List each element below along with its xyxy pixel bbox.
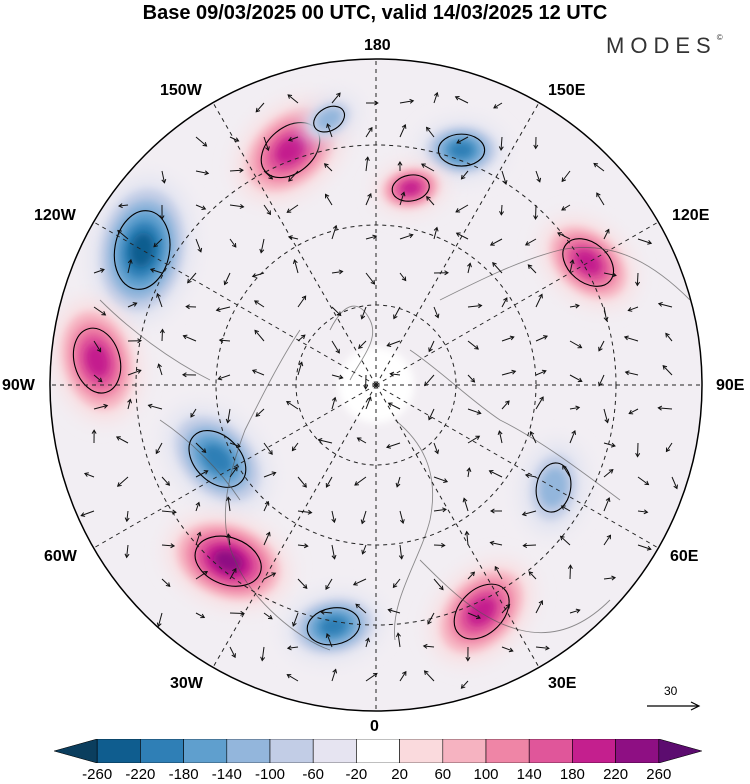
colorbar-segment [529,739,572,763]
colorbar-segment [54,739,97,763]
wind-vector [162,330,163,341]
colorbar-tick-label: 100 [473,766,498,783]
longitude-label-30e: 30E [548,675,576,693]
longitude-label-120w: 120W [34,207,76,225]
colorbar-tick-label: 180 [560,766,585,783]
colorbar-ticks: -260 -220 -180 -140 -100 -60 -20 20 60 100 140 180 2… [0,766,750,784]
modes-logo: MODES© [606,33,723,59]
colorbar-segment [227,739,270,763]
colorbar-tick-label: -140 [212,766,242,783]
colorbar-tick-label: 220 [603,766,628,783]
longitude-label-60e: 60E [670,548,698,566]
colorbar [54,739,702,763]
colorbar-tick-label: 140 [517,766,542,783]
colorbar-tick-label: 20 [391,766,408,783]
longitude-label-0: 0 [370,718,379,736]
longitude-label-150w: 150W [160,82,202,100]
longitude-label-150e: 150E [548,82,585,100]
colorbar-tick-label: -20 [346,766,368,783]
colorbar-segment [140,739,183,763]
chart-title: Base 09/03/2025 00 UTC, valid 14/03/2025… [0,0,750,26]
colorbar-tick-label: -60 [302,766,324,783]
longitude-label-120e: 120E [672,207,709,225]
longitude-label-90w: 90W [2,377,35,395]
colorbar-segment [400,739,443,763]
colorbar-tick-label: -220 [125,766,155,783]
longitude-label-60w: 60W [44,548,77,566]
wind-vector [523,545,536,546]
colorbar-segment [270,739,313,763]
colorbar-tick-label: 260 [646,766,671,783]
colorbar-segment [572,739,615,763]
colorbar-segment [97,739,140,763]
colorbar-segment [616,739,659,763]
longitude-label-90e: 90E [716,377,744,395]
reference-vector-label: 30 [664,684,677,698]
colorbar-segment [443,739,486,763]
colorbar-segment [184,739,227,763]
wind-vector [637,273,638,285]
colorbar-tick-label: -260 [82,766,112,783]
colorbar-tick-label: -180 [169,766,199,783]
colorbar-segment [659,739,702,763]
reference-vector-arrow [646,699,702,713]
negative-anomaly-level [450,142,474,158]
colorbar-segment [356,739,399,763]
longitude-label-30w: 30W [170,675,203,693]
longitude-label-180: 180 [364,37,391,55]
colorbar-tick-label: -100 [255,766,285,783]
colorbar-segment [313,739,356,763]
colorbar-segment [486,739,529,763]
colorbar-tick-label: 60 [434,766,451,783]
